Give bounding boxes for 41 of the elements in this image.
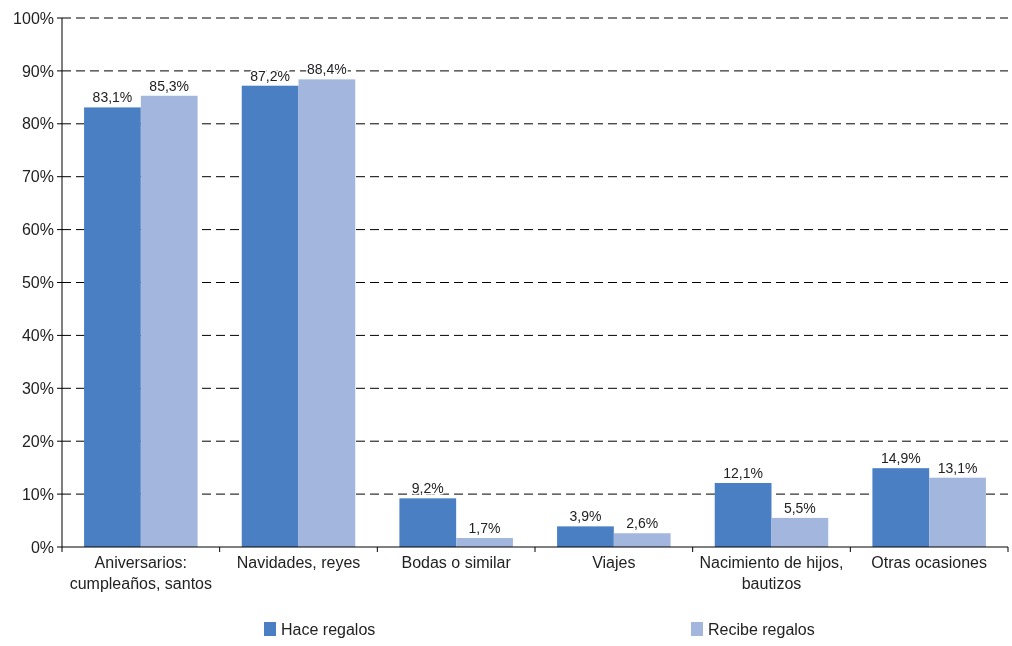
x-tick-label: Bodas o similar [401, 554, 512, 571]
x-tick-label: Aniversarios: cumpleaños, santos [69, 554, 212, 592]
y-tick-label: 0% [30, 538, 54, 556]
bar [241, 85, 299, 547]
data-label: 9,2% [411, 480, 444, 497]
legend-label: Recibe regalos [708, 620, 815, 638]
x-tick-label: Nacimiento de hijos, bautizos [699, 554, 844, 592]
bar [714, 482, 772, 547]
y-tick-label: 60% [21, 221, 54, 239]
data-label: 12,1% [723, 464, 763, 481]
y-tick-label: 90% [21, 62, 54, 80]
data-label: 5,5% [783, 499, 816, 516]
data-label: 13,1% [937, 459, 978, 476]
data-label: 83,1% [92, 89, 133, 106]
bar [771, 517, 829, 547]
data-label: 14,9% [880, 450, 921, 467]
x-tick-label: Viajes [592, 554, 636, 571]
bar [399, 498, 457, 547]
y-tick-label: 100% [13, 9, 54, 27]
y-tick-label: 30% [21, 379, 54, 397]
bar [84, 107, 141, 547]
bar [140, 95, 198, 547]
x-tick-label: Otras ocasiones [871, 554, 987, 571]
y-tick-label: 20% [21, 432, 54, 450]
y-tick-label: 40% [21, 327, 54, 344]
y-tick-label: 50% [21, 274, 54, 292]
y-tick-label: 10% [21, 485, 54, 503]
data-label: 3,9% [569, 508, 602, 525]
data-label: 85,3% [149, 77, 190, 94]
bar [298, 79, 356, 547]
bar [929, 477, 986, 547]
x-tick-label: Navidades, reyes [236, 554, 361, 571]
data-label: 87,2% [250, 67, 290, 84]
y-tick-label: 80% [21, 115, 54, 133]
y-tick-label: 70% [21, 168, 54, 186]
bar [557, 526, 614, 547]
bar [613, 533, 671, 547]
legend-label: Hace regalos [281, 620, 376, 638]
data-label: 1,7% [468, 520, 501, 537]
data-label: 2,6% [626, 515, 659, 532]
bar [872, 468, 930, 547]
